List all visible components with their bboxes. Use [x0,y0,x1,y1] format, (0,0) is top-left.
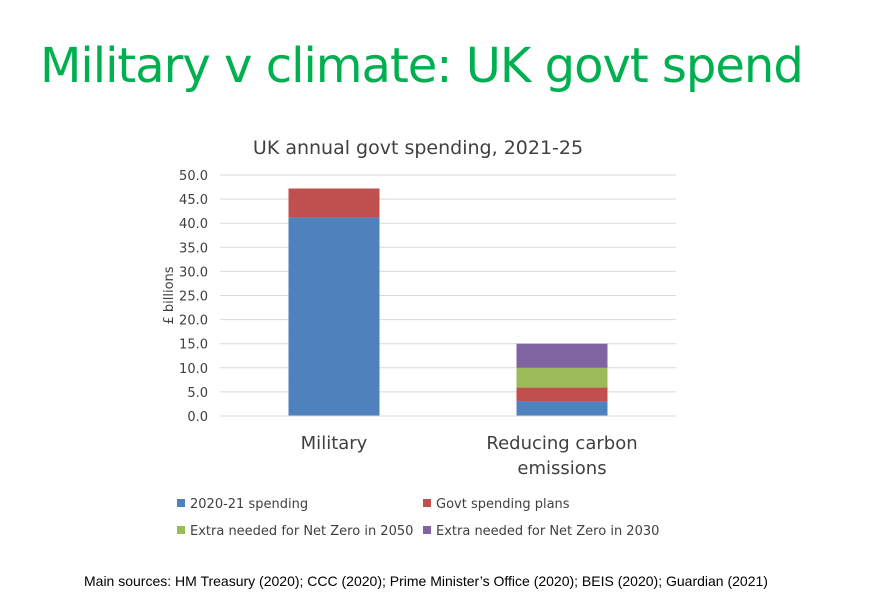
x-category-label: Reducing carbon [486,433,637,454]
x-axis-categories: Military Reducing carbon emissions [301,433,638,479]
bar-segment [516,387,608,402]
sources-footnote: Main sources: HM Treasury (2020); CCC (2… [84,573,768,589]
bar-segment [516,401,608,416]
legend-entry: 2020-21 spending [190,497,308,512]
legend-entry: Extra needed for Net Zero in 2030 [436,524,659,539]
y-axis-label: £ billions [162,266,177,324]
y-tick-label: 5.0 [187,386,208,401]
y-tick-label: 30.0 [179,265,208,280]
legend-entry: Extra needed for Net Zero in 2050 [190,524,413,539]
legend: 2020-21 spending Govt spending plans Extra… [177,497,659,539]
bar-segment [288,188,380,218]
y-axis-ticks: 0.0 5.0 10.0 15.0 20.0 25.0 30.0 35.0 40.0 45.0 50… [179,169,208,425]
y-tick-label: 20.0 [179,314,208,329]
x-category-label: Military [301,433,368,454]
bar-segment [288,217,380,416]
y-tick-label: 40.0 [179,217,208,232]
legend-swatch [423,499,431,507]
legend-swatch [177,526,185,534]
y-tick-label: 25.0 [179,290,208,305]
gridlines [220,174,676,393]
chart-title: UK annual govt spending, 2021-25 [253,137,583,159]
legend-entry: Govt spending plans [436,497,570,512]
legend-swatch [177,499,185,507]
bars [288,188,608,416]
y-tick-label: 0.0 [187,410,208,425]
legend-swatch [423,526,431,534]
slide-title: Military v climate: UK govt spend [40,38,804,94]
y-tick-label: 15.0 [179,338,208,353]
stacked-bar-chart: UK annual govt spending, 2021-25 0.0 5.0 1… [162,137,676,539]
y-tick-label: 50.0 [179,169,208,184]
x-category-label: emissions [517,458,606,479]
y-tick-label: 10.0 [179,362,208,377]
y-tick-label: 45.0 [179,193,208,208]
bar-segment [516,343,608,368]
y-tick-label: 35.0 [179,241,208,256]
bar-segment [516,367,608,388]
